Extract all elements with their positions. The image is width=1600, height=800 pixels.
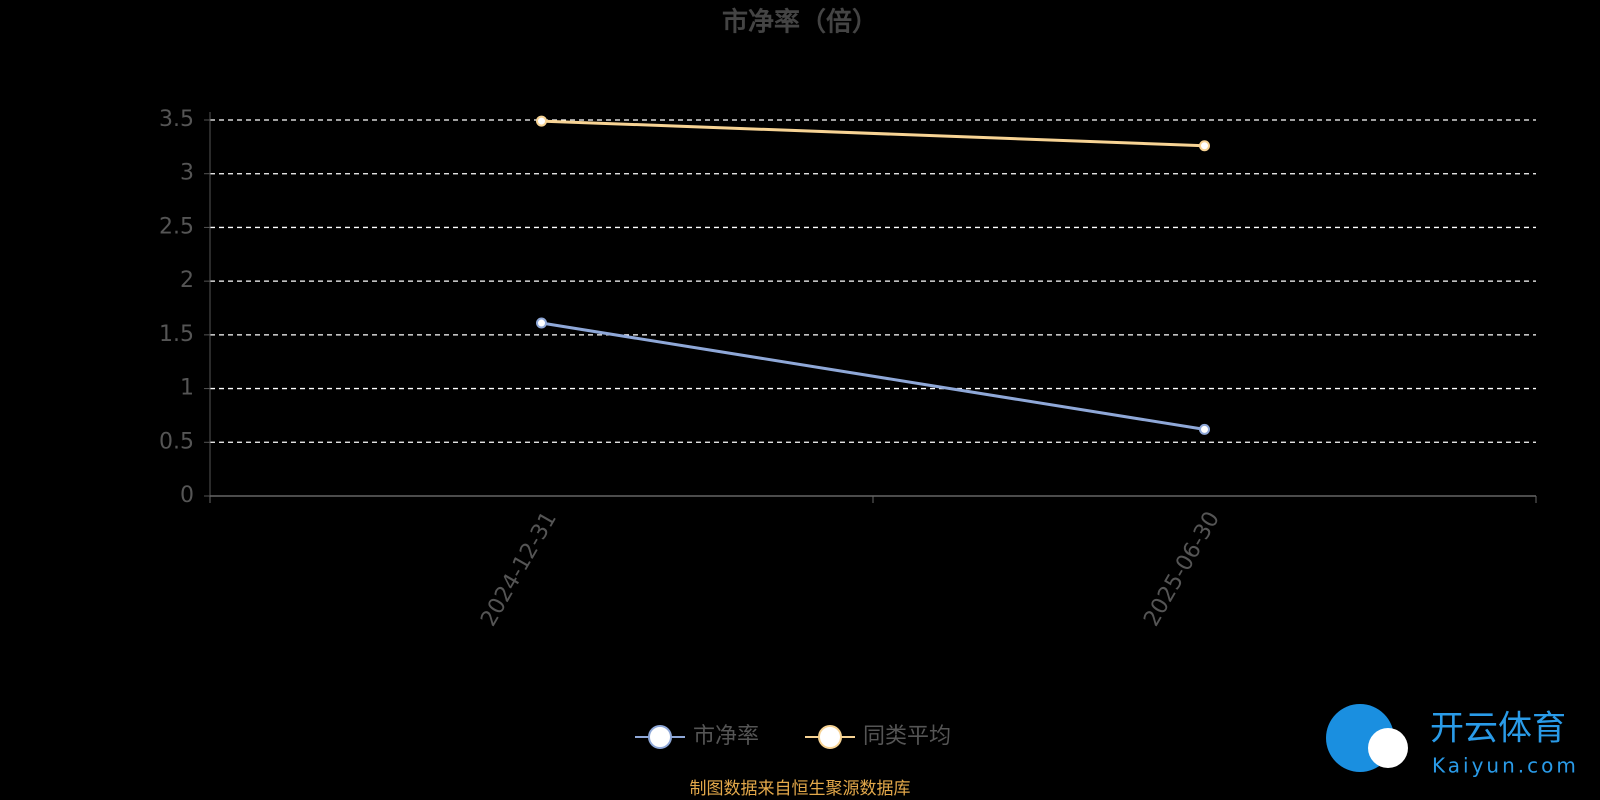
watermark-ball: [1368, 728, 1408, 768]
legend-marker: [818, 725, 842, 749]
y-tick-label: 2.5: [159, 214, 194, 239]
y-tick-label: 3: [180, 161, 194, 186]
y-tick-label: 1.5: [159, 322, 194, 347]
watermark-brand: 开云体育: [1430, 709, 1566, 749]
y-tick-label: 0: [180, 483, 194, 508]
chart-title: 市净率（倍）: [722, 7, 878, 38]
data-point: [536, 317, 547, 329]
data-point: [1199, 140, 1210, 152]
watermark: 开云体育 Kaiyun.com: [1326, 704, 1579, 778]
legend-label: 市净率: [693, 724, 759, 749]
x-tick-label: 2024-12-31: [476, 508, 562, 631]
series-line: [541, 119, 1205, 148]
x-tick-label: 2025-06-30: [1139, 508, 1225, 631]
watermark-site: Kaiyun.com: [1432, 754, 1579, 778]
legend-label: 同类平均: [863, 724, 951, 749]
data-point: [536, 115, 547, 127]
source-note: 制图数据来自恒生聚源数据库: [690, 779, 911, 799]
legend-marker: [648, 725, 672, 749]
y-tick-label: 2: [180, 268, 194, 293]
y-tick-label: 3.5: [159, 107, 194, 132]
y-tick-label: 1: [180, 376, 194, 401]
series-line: [541, 321, 1205, 431]
y-tick-label: 0.5: [159, 429, 194, 454]
data-point: [1199, 423, 1210, 435]
